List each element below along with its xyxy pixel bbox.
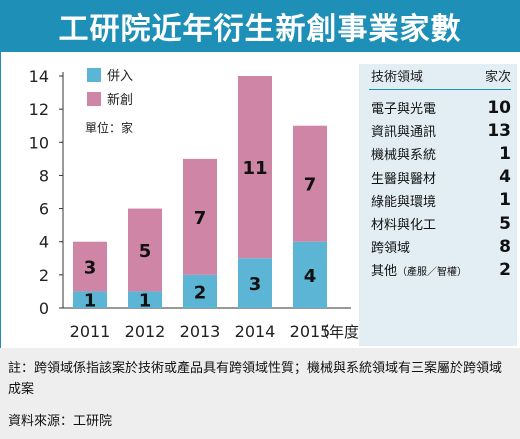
row-field: 機械與系統 (371, 144, 436, 163)
y-tick-label: 10 (29, 133, 49, 152)
row-field: 綠能與環境 (371, 191, 436, 210)
bar-value-label: 4 (304, 266, 317, 287)
row-field-name: 生醫與醫材 (371, 171, 437, 187)
bar-value-label: 3 (84, 258, 97, 279)
bar-value-label: 5 (139, 241, 152, 262)
bar-merged (238, 258, 272, 308)
row-count: 8 (499, 236, 511, 257)
footnote: 註：跨領域係指該案於技術或產品具有跨領域性質；機械與系統領域有三案屬於跨領域成案 (8, 361, 503, 397)
row-count: 13 (487, 120, 511, 141)
bar-merged (293, 241, 327, 308)
bar-new (293, 125, 327, 242)
row-field-name: 其他 (371, 264, 398, 280)
bar-value-label: 3 (249, 274, 262, 295)
row-field-name: 資訊與通訊 (371, 125, 437, 141)
table-row: 生醫與醫材 4 (359, 166, 517, 189)
table-divider (369, 89, 511, 90)
row-count: 2 (499, 259, 511, 280)
table-header-count: 家次 (484, 69, 511, 85)
row-field-name: 綠能與環境 (371, 194, 437, 210)
y-tick-label: 14 (29, 67, 49, 86)
bar-value-label: 7 (304, 175, 317, 196)
y-tick-label: 2 (39, 266, 49, 285)
x-tick-label: 2012 (125, 322, 166, 341)
row-field: 電子與光電 (371, 98, 436, 117)
y-tick-label: 8 (39, 166, 49, 185)
bar-value-label: 1 (84, 291, 97, 312)
bar-value-label: 11 (242, 158, 267, 179)
table-row: 綠能與環境 1 (359, 189, 517, 212)
row-count: 10 (487, 97, 511, 118)
row-field-name: 材料與化工 (371, 218, 437, 234)
unit-label: 單位：家 (85, 120, 133, 135)
table-row: 跨領域 8 (359, 235, 517, 258)
bar-merged (128, 291, 162, 308)
x-tick-label: 2015 (290, 322, 331, 341)
bar-new (238, 76, 272, 259)
bar-new (183, 158, 217, 275)
row-field: 資訊與通訊 (371, 121, 436, 140)
source-note: 資料來源：工研院 (8, 414, 113, 429)
x-tick-label: 2014 (235, 322, 276, 341)
table-row: 資訊與通訊 13 (359, 119, 517, 142)
x-tick-label: 2013 (180, 322, 221, 341)
y-tick-label: 4 (39, 233, 49, 252)
bar-merged (73, 291, 107, 308)
row-field: 其他（產服／智權） (371, 260, 467, 279)
row-field: 材料與化工 (371, 214, 436, 233)
row-field-name: 跨領域 (371, 241, 411, 257)
footer: 註：跨領域係指該案於技術或產品具有跨領域性質；機械與系統領域有三案屬於跨領域成案… (0, 348, 520, 439)
table-row: 電子與光電 10 (359, 96, 517, 119)
row-count: 1 (499, 190, 511, 211)
legend-label: 新創 (107, 92, 133, 108)
row-count: 1 (499, 143, 511, 164)
row-field-note: （產服／智權） (397, 267, 468, 279)
table-row: 機械與系統 1 (359, 142, 517, 165)
table-header: 技術領域 家次 (359, 64, 517, 86)
row-field: 跨領域 (371, 237, 410, 256)
table-row: 材料與化工 5 (359, 212, 517, 235)
title-bar: 工研院近年衍生新創事業家數 (0, 0, 520, 52)
x-unit-label: （年度） (314, 323, 361, 341)
table-body: 電子與光電 10 資訊與通訊 13 機械與系統 1 生醫與醫材 4 綠能與環境 1 材料與化工 5 跨領… (359, 96, 517, 282)
bar-new (73, 241, 107, 292)
y-tick-label: 12 (29, 100, 49, 119)
main-area: 0 2 4 6 8 10 12 14 1 3 2011 1 5 2012 2 7 2013 3 11 2014 4 7 20… (0, 52, 520, 348)
row-field: 生醫與醫材 (371, 168, 436, 187)
bar-value-label: 1 (139, 291, 152, 312)
stacked-bar-chart: 0 2 4 6 8 10 12 14 1 3 2011 1 5 2012 2 7 2013 3 11 2014 4 7 20… (29, 67, 374, 341)
table-header-field: 技術領域 (371, 69, 424, 85)
page-title: 工研院近年衍生新創事業家數 (58, 12, 462, 47)
row-field-name: 機械與系統 (371, 148, 437, 164)
y-tick-label: 0 (39, 299, 49, 318)
legend-swatch (87, 92, 101, 106)
row-count: 4 (499, 167, 511, 188)
legend-label: 併入 (107, 69, 133, 84)
domain-table: 技術領域 家次 電子與光電 10 資訊與通訊 13 機械與系統 1 生醫與醫材 4 綠能與環境 1… (359, 64, 517, 346)
bar-new (128, 208, 162, 292)
y-tick-label: 6 (39, 200, 49, 219)
x-tick-label: 2011 (70, 322, 111, 341)
bar-value-label: 2 (194, 282, 207, 303)
legend-swatch (87, 68, 101, 82)
row-count: 5 (499, 213, 511, 234)
bar-merged (183, 274, 217, 308)
table-row: 其他（產服／智權） 2 (359, 258, 517, 281)
bar-value-label: 7 (194, 208, 207, 229)
row-field-name: 電子與光電 (371, 102, 437, 118)
